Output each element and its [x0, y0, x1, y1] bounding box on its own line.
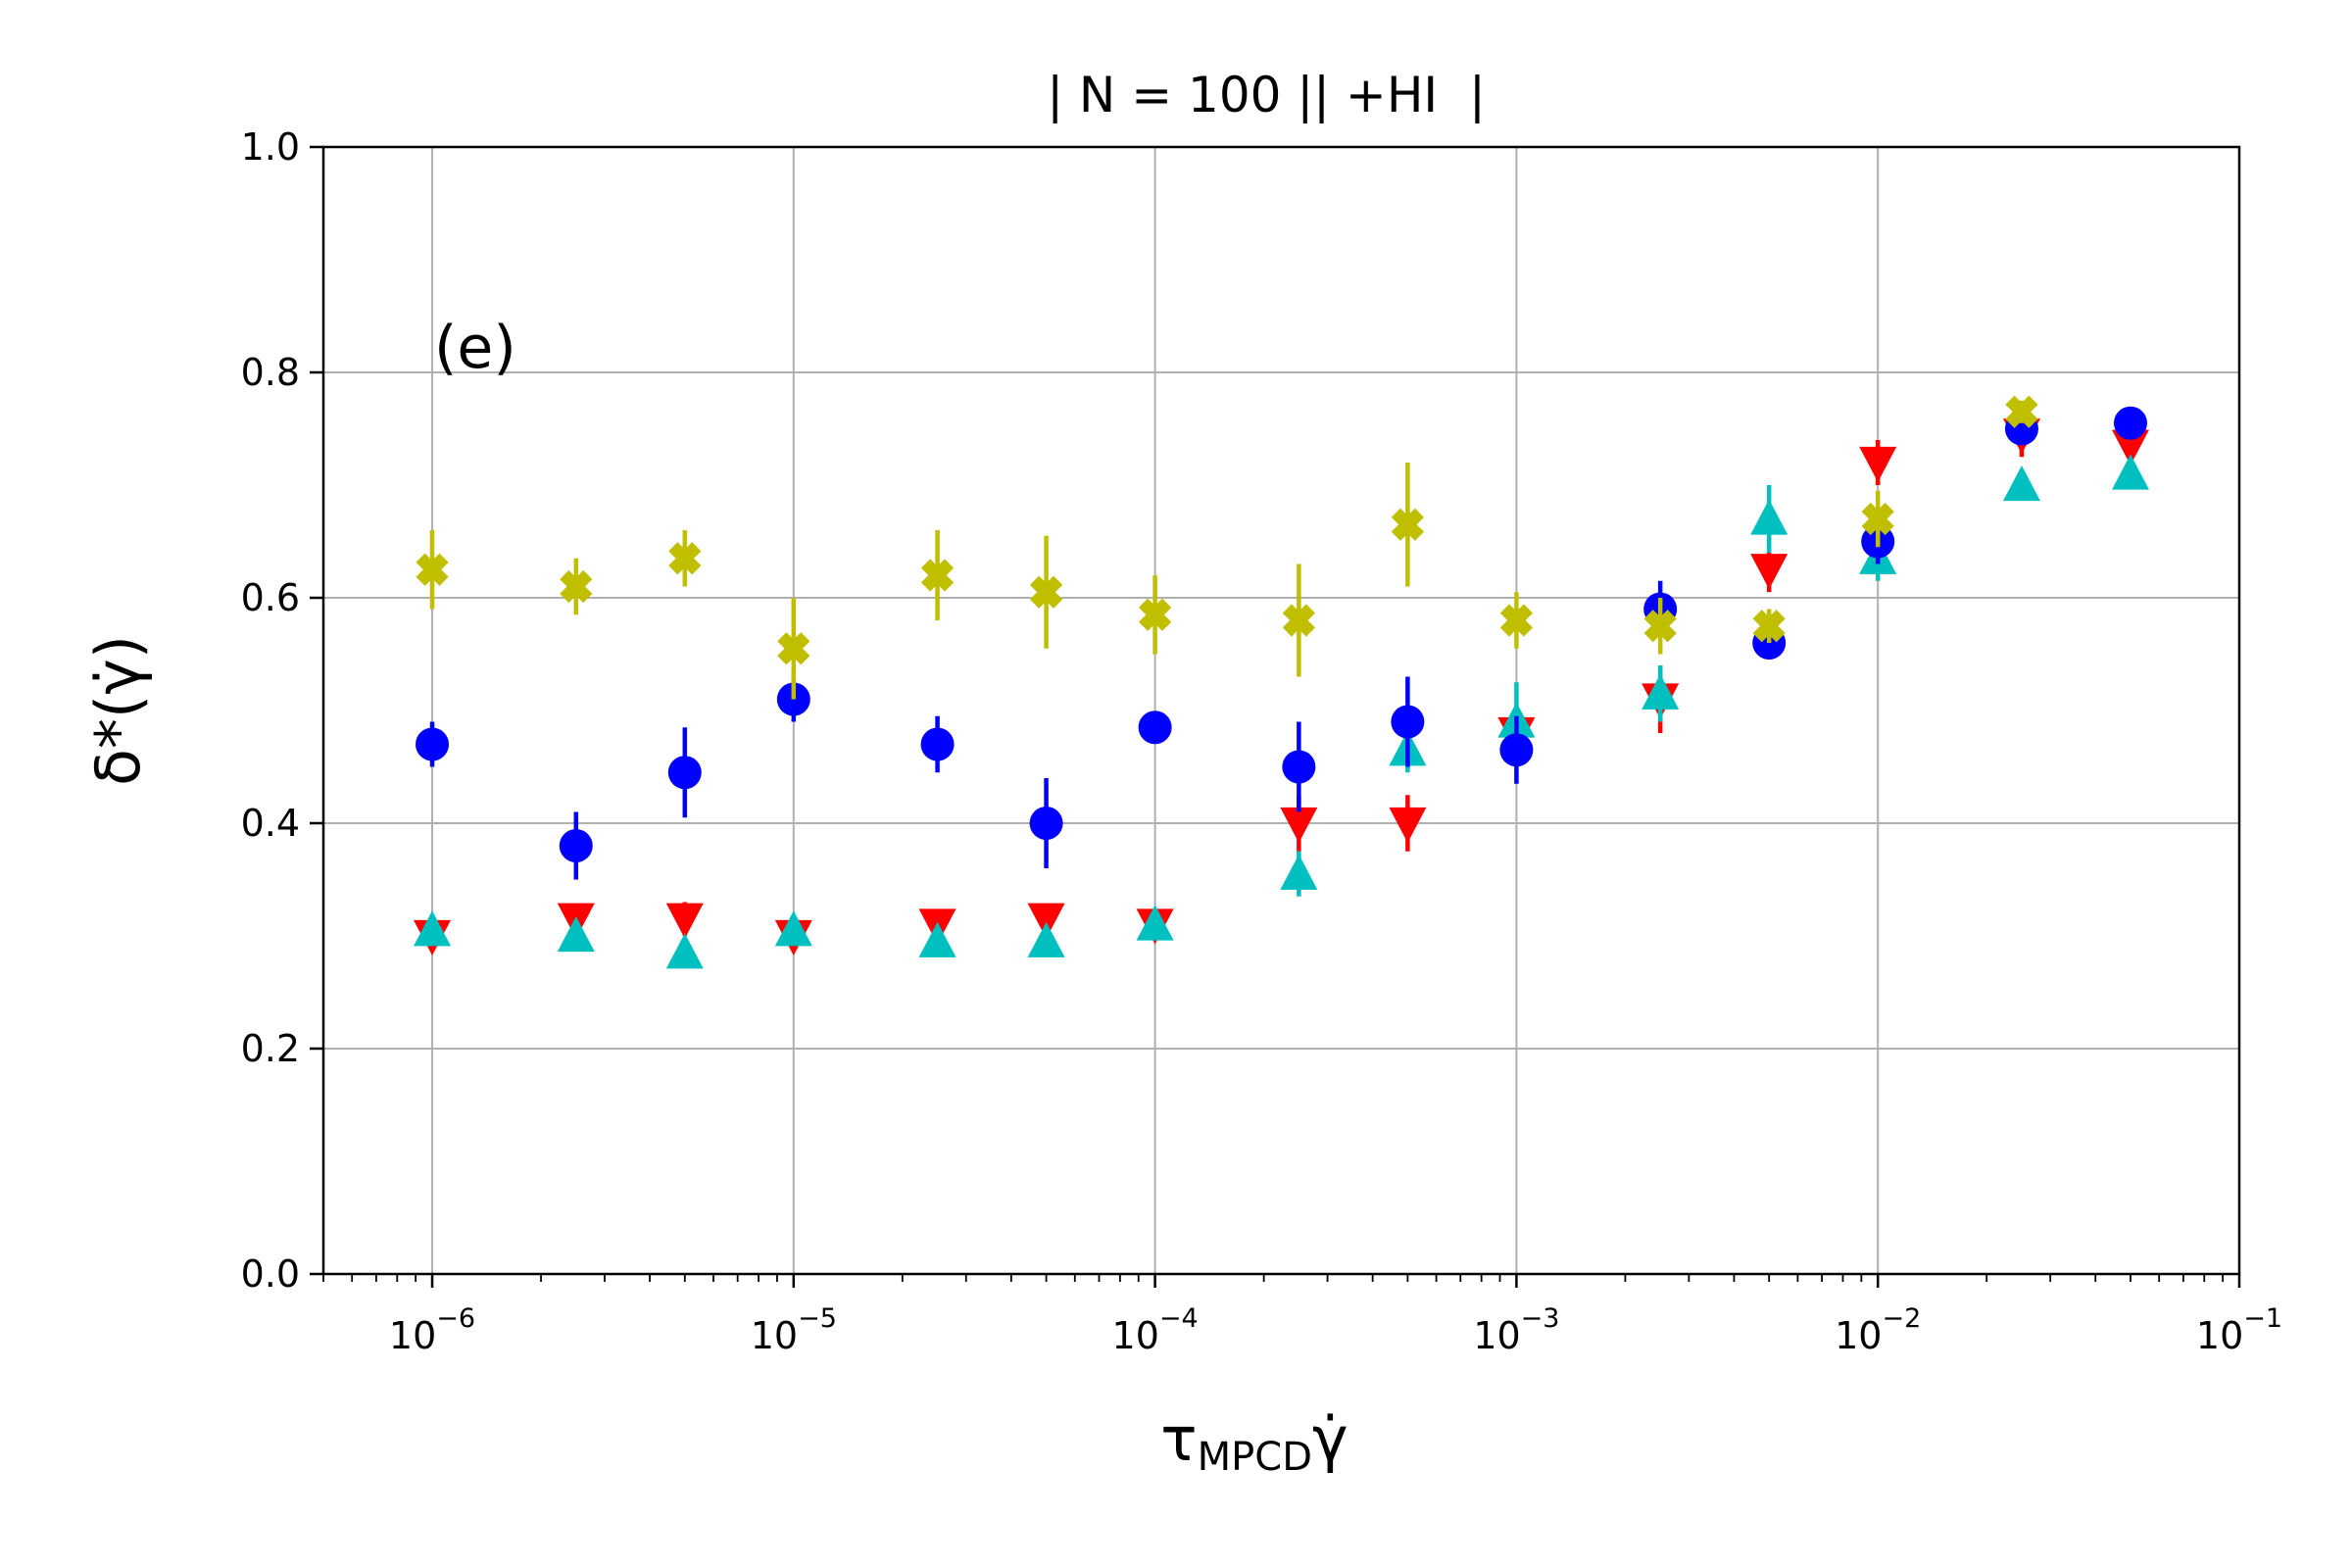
data-point-circle	[1499, 733, 1534, 767]
x-axis-label-main: τ	[1160, 1403, 1197, 1475]
data-point-circle	[1138, 710, 1172, 745]
data-point-circle	[1282, 750, 1316, 784]
y-tick-label: 0.0	[241, 1252, 300, 1296]
data-point-x	[2005, 395, 2038, 428]
x-axis-label-sub: MPCD	[1198, 1435, 1312, 1480]
data-point-x	[1138, 598, 1172, 631]
x-tick-label-base: 10	[751, 1314, 798, 1357]
data-point-x-bar	[416, 553, 449, 586]
x-tick-label: 10−4	[1112, 1303, 1199, 1357]
data-point-circle	[1029, 807, 1063, 840]
data-point-circle	[559, 829, 593, 862]
data-point-x-bar	[1391, 508, 1425, 541]
data-point-triangle-up	[774, 910, 812, 947]
panel-label: (e)	[434, 314, 516, 382]
x-tick-label: 10−2	[1835, 1303, 1921, 1357]
data-point-x	[668, 542, 702, 575]
data-point-x-bar	[1282, 604, 1315, 637]
data-point-triangle-up	[1280, 854, 1318, 890]
x-axis-label: τMPCDγ̇	[1160, 1403, 1348, 1480]
data-point-x-bar	[1029, 575, 1063, 609]
x-tick-label-exponent: −1	[2243, 1303, 2282, 1334]
data-point-x	[1282, 604, 1315, 637]
x-tick-label: 10−5	[751, 1303, 837, 1357]
data-point-x	[920, 559, 955, 592]
data-point-circle	[416, 727, 450, 761]
y-tick-label: 0.2	[241, 1027, 300, 1070]
data-point-circle	[2113, 406, 2147, 440]
x-tick-label-exponent: −5	[798, 1303, 837, 1334]
x-tick-label-base: 10	[1835, 1314, 1882, 1357]
x-tick-label-exponent: −2	[1882, 1303, 1921, 1334]
data-point-triangle-up	[1027, 921, 1065, 957]
data-point-triangle-down	[2111, 429, 2149, 466]
x-tick-label: 10−3	[1473, 1303, 1559, 1357]
data-point-circle	[667, 756, 702, 790]
data-point-x	[1643, 610, 1677, 643]
x-tick-label-exponent: −6	[436, 1303, 475, 1334]
data-point-triangle-down	[1750, 554, 1788, 590]
data-point-x-bar	[1499, 604, 1534, 637]
data-point-x-bar	[1138, 598, 1172, 631]
x-tick-label-exponent: −4	[1159, 1303, 1199, 1334]
y-tick-label: 1.0	[241, 125, 300, 169]
x-tick-label-base: 10	[389, 1314, 436, 1357]
data-point-x-bar	[668, 542, 702, 575]
data-point-x	[1391, 508, 1425, 541]
data-point-triangle-up	[918, 921, 956, 957]
x-tick-label-exponent: −3	[1521, 1303, 1560, 1334]
data-point-triangle-up	[414, 910, 452, 947]
x-axis-label-tail: γ̇	[1312, 1403, 1348, 1475]
data-point-triangle-up	[665, 933, 704, 969]
data-point-x	[560, 569, 593, 604]
data-point-triangle-up	[557, 916, 595, 953]
data-point-triangle-down	[1859, 446, 1897, 482]
data-point-x-bar	[560, 569, 593, 604]
x-tick-label: 10−6	[389, 1303, 475, 1357]
data-point-triangle-up	[2002, 466, 2040, 502]
series-olive-x	[416, 395, 2038, 700]
data-point-triangle-up	[1642, 673, 1680, 710]
y-tick-label: 0.6	[241, 576, 300, 619]
chart-title: | N = 100 || +HI |	[1047, 67, 1486, 123]
data-point-x-bar	[920, 559, 955, 592]
data-point-x	[1499, 604, 1534, 637]
plot-frame	[321, 145, 2241, 1276]
data-point-x	[777, 632, 810, 665]
data-point-x-bar	[777, 632, 810, 665]
data-point-triangle-up	[2111, 454, 2149, 490]
y-tick-label: 0.4	[241, 802, 300, 845]
data-point-x	[1029, 575, 1063, 609]
x-tick-label: 10−1	[2196, 1303, 2282, 1357]
data-point-circle	[920, 727, 955, 761]
data-point-x-bar	[2005, 395, 2038, 428]
data-point-triangle-down	[1389, 807, 1427, 843]
data-point-x	[1752, 610, 1786, 643]
data-point-triangle-down	[1027, 903, 1065, 939]
axis-ticks: 10−6 10−5 10−4 10−3 10−2 10−10.00.20.40.60.81…	[241, 125, 2283, 1357]
x-tick-label-base: 10	[1473, 1314, 1520, 1357]
data-point-triangle-up	[1750, 499, 1788, 535]
x-tick-label-base: 10	[1112, 1314, 1159, 1357]
data-point-x-bar	[1643, 610, 1677, 643]
y-tick-label: 0.8	[241, 351, 300, 394]
data-series	[414, 395, 2149, 969]
data-point-triangle-down	[665, 903, 704, 939]
y-axis-label: δ*(γ̇)	[82, 635, 154, 786]
data-point-x-bar	[1752, 610, 1786, 643]
data-point-triangle-down	[1280, 807, 1318, 843]
data-point-x	[416, 553, 449, 586]
data-point-circle	[1391, 705, 1425, 739]
x-tick-label-base: 10	[2196, 1314, 2243, 1357]
data-point-triangle-up	[1136, 905, 1174, 941]
data-point-x	[1861, 502, 1894, 536]
data-point-x-bar	[1861, 502, 1894, 536]
